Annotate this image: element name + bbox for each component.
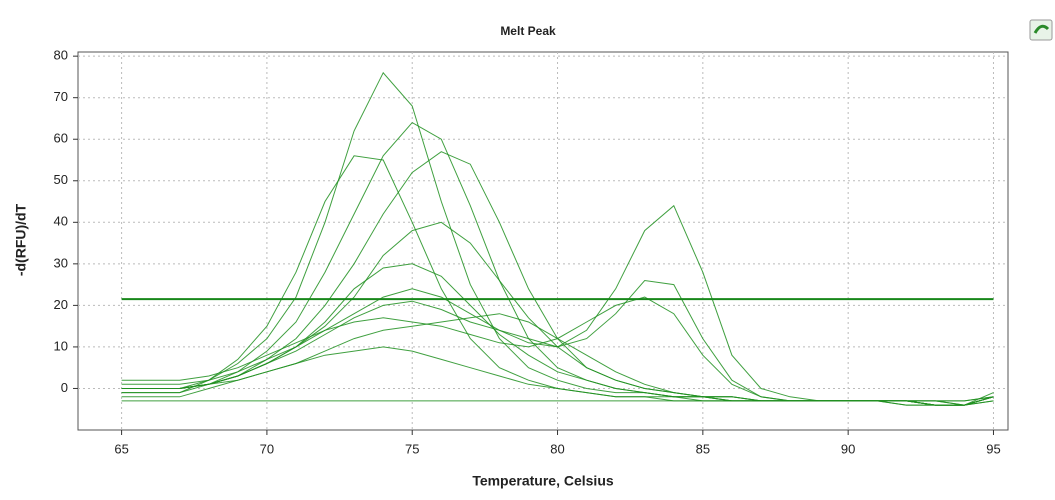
x-tick-label: 95 xyxy=(986,441,1000,456)
icon-glyph xyxy=(1033,24,1050,34)
melt-curve xyxy=(121,296,994,406)
y-tick-label: 60 xyxy=(54,131,68,146)
y-tick-label: 10 xyxy=(54,338,68,353)
x-tick-label: 65 xyxy=(114,441,128,456)
y-tick-label: 70 xyxy=(54,89,68,104)
icon-frame[interactable] xyxy=(1029,19,1053,41)
chart-title: Melt Peak xyxy=(500,24,556,38)
y-tick-label: 0 xyxy=(61,380,68,395)
y-tick-label: 30 xyxy=(54,255,68,270)
y-tick-label: 20 xyxy=(54,297,68,312)
x-tick-label: 90 xyxy=(841,441,855,456)
x-axis-label: Temperature, Celsius xyxy=(472,473,614,489)
x-tick-label: 80 xyxy=(550,441,564,456)
x-tick-label: 70 xyxy=(260,441,274,456)
y-tick-label: 40 xyxy=(54,214,68,229)
x-tick-label: 85 xyxy=(696,441,710,456)
y-axis-label: -d(RFU)/dT xyxy=(13,203,29,276)
plot-area xyxy=(77,51,1009,431)
x-tick-label: 75 xyxy=(405,441,419,456)
y-tick-label: 80 xyxy=(54,48,68,63)
toolbar-icon[interactable] xyxy=(1029,19,1053,41)
y-tick-label: 50 xyxy=(54,172,68,187)
